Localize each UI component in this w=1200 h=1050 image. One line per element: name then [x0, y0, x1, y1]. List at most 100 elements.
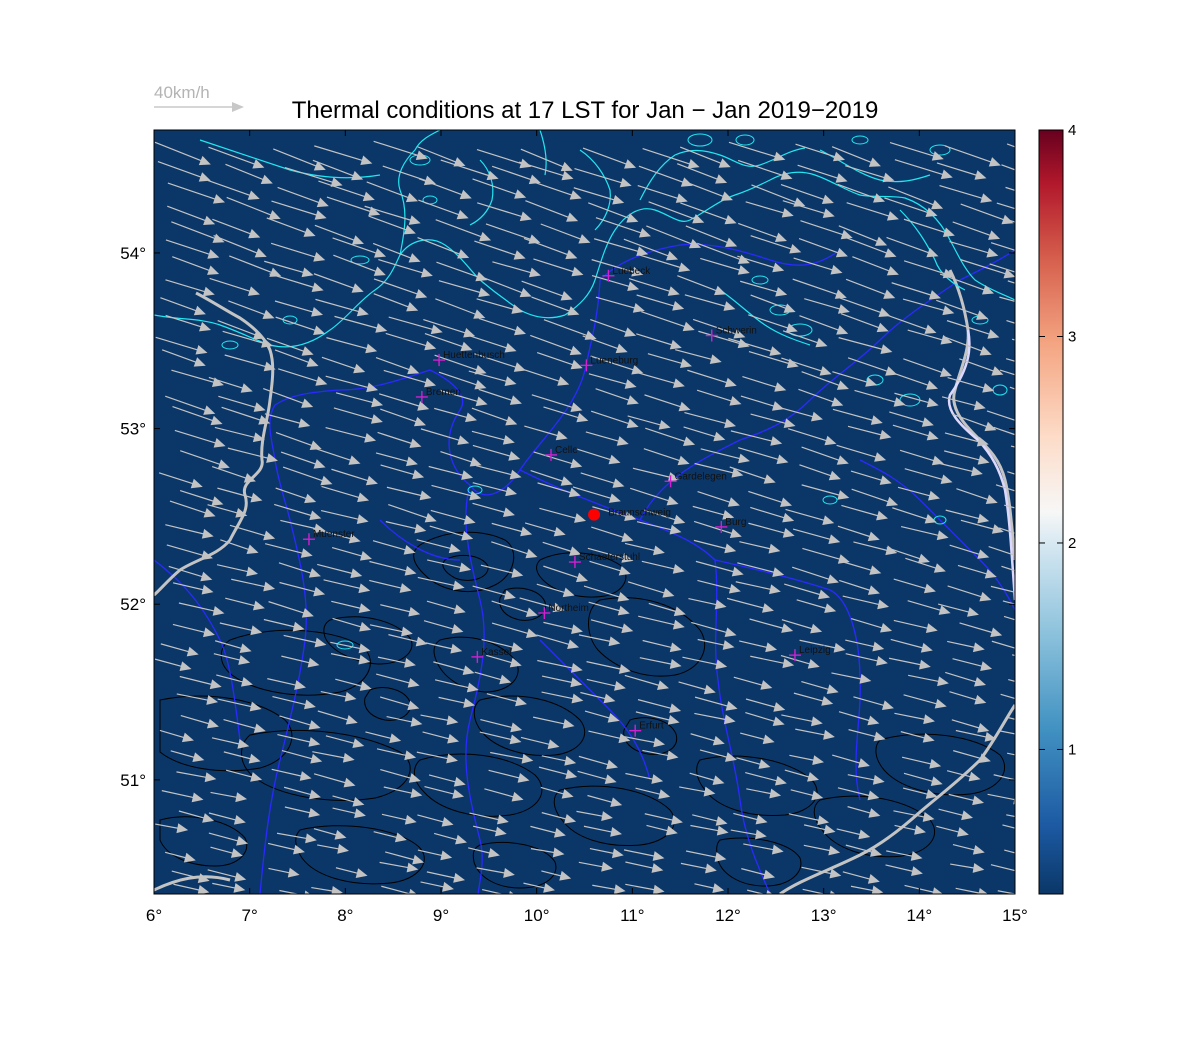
- wind-arrow: [801, 680, 839, 695]
- wind-arrow: [841, 504, 889, 521]
- wind-arrow: [888, 370, 939, 390]
- wind-arrow: [223, 718, 266, 734]
- wind-arrow: [435, 219, 492, 242]
- wind-arrow: [789, 754, 824, 766]
- wind-arrow: [583, 825, 622, 837]
- wind-arrow: [803, 824, 836, 835]
- wind-arrow: [417, 576, 465, 591]
- wind-arrow: [388, 634, 428, 647]
- lat-tick-label: 52°: [120, 595, 146, 614]
- wind-arrow: [644, 813, 683, 825]
- wind-arrow: [537, 482, 581, 498]
- wind-arrow: [416, 539, 461, 554]
- wind-arrow: [428, 774, 466, 787]
- wind-arrow: [990, 242, 1015, 251]
- wind-arrow: [523, 882, 556, 893]
- wind-arrow: [541, 812, 577, 824]
- wind-arrow: [642, 749, 679, 761]
- wind-arrow: [638, 615, 685, 630]
- wind-arrow: [778, 406, 823, 422]
- wind-arrow: [369, 579, 412, 593]
- wind-arrow: [575, 448, 621, 465]
- wind-arrow: [952, 658, 993, 671]
- wind-arrow: [312, 751, 355, 763]
- wind-arrow: [889, 411, 934, 427]
- wind-arrow: [492, 261, 541, 278]
- wind-arrow: [472, 502, 515, 518]
- wind-arrow: [738, 222, 787, 242]
- wind-arrow: [937, 603, 979, 617]
- wind-arrow: [798, 237, 848, 258]
- wind-arrow: [585, 431, 629, 446]
- wind-arrow: [385, 521, 427, 534]
- wind-arrow: [988, 546, 1015, 556]
- wind-arrow: [573, 187, 625, 205]
- wind-arrow: [946, 770, 981, 782]
- wind-arrow: [172, 405, 223, 426]
- wind-arrow: [540, 786, 574, 799]
- wind-arrow: [993, 426, 1015, 436]
- wind-arrow: [176, 771, 217, 783]
- wind-arrow: [947, 640, 985, 653]
- wind-arrow: [484, 788, 524, 802]
- wind-arrow: [737, 562, 785, 577]
- wind-arrow: [223, 751, 261, 764]
- wind-arrow: [746, 788, 782, 799]
- wind-arrow: [332, 617, 372, 632]
- wind-arrow: [904, 468, 953, 485]
- wind-arrow: [737, 159, 793, 180]
- wind-arrow: [536, 583, 575, 598]
- wind-arrow: [216, 564, 259, 577]
- wind-arrow: [738, 447, 789, 465]
- wind-arrow: [854, 389, 906, 407]
- wind-arrow: [902, 298, 955, 316]
- wind-arrow: [420, 714, 459, 726]
- wind-arrow: [580, 472, 625, 488]
- wind-arrow: [1006, 218, 1015, 223]
- wind-arrow: [641, 560, 685, 574]
- lon-tick-label: 8°: [337, 906, 353, 925]
- wind-arrow: [272, 695, 316, 710]
- wind-arrow: [154, 141, 211, 166]
- wind-arrow: [682, 656, 728, 670]
- wind-arrow: [728, 337, 782, 356]
- wind-arrow: [424, 785, 465, 799]
- wind-arrow: [264, 413, 311, 428]
- wind-arrow: [590, 319, 637, 337]
- wind-arrow: [317, 843, 349, 854]
- wind-arrow: [332, 237, 387, 258]
- wind-arrow: [1001, 565, 1015, 572]
- wind-arrow: [782, 330, 828, 348]
- wind-arrow: [532, 716, 575, 729]
- wind-arrow: [376, 673, 420, 688]
- wind-arrow: [165, 279, 215, 297]
- wind-arrow: [639, 657, 682, 669]
- wind-arrow: [842, 595, 890, 610]
- wind-arrow: [998, 730, 1015, 735]
- lon-tick-label: 15°: [1002, 906, 1028, 925]
- wind-arrow: [157, 160, 211, 182]
- wind-arrow: [476, 867, 515, 878]
- wind-arrow: [905, 557, 946, 573]
- wind-arrow: [222, 330, 274, 348]
- wind-arrow: [685, 850, 727, 862]
- wind-arrow: [576, 810, 613, 821]
- wind-arrow: [468, 370, 517, 386]
- wind-arrow: [481, 639, 524, 653]
- wind-arrow: [372, 242, 421, 263]
- wind-arrow: [959, 358, 1004, 376]
- wind-arrow: [644, 394, 691, 412]
- wind-arrow: [524, 425, 568, 441]
- wind-arrow: [520, 367, 570, 386]
- wind-arrow: [884, 197, 938, 218]
- wind-arrow: [847, 425, 892, 440]
- wind-arrow: [635, 711, 680, 725]
- wind-arrow: [417, 236, 470, 259]
- wind-arrow: [180, 450, 230, 469]
- wind-arrow: [841, 235, 897, 258]
- wind-arrow: [648, 201, 705, 224]
- wind-arrow: [646, 225, 702, 249]
- wind-arrow: [587, 547, 634, 563]
- wind-arrow: [521, 280, 573, 301]
- wind-arrow: [846, 202, 899, 221]
